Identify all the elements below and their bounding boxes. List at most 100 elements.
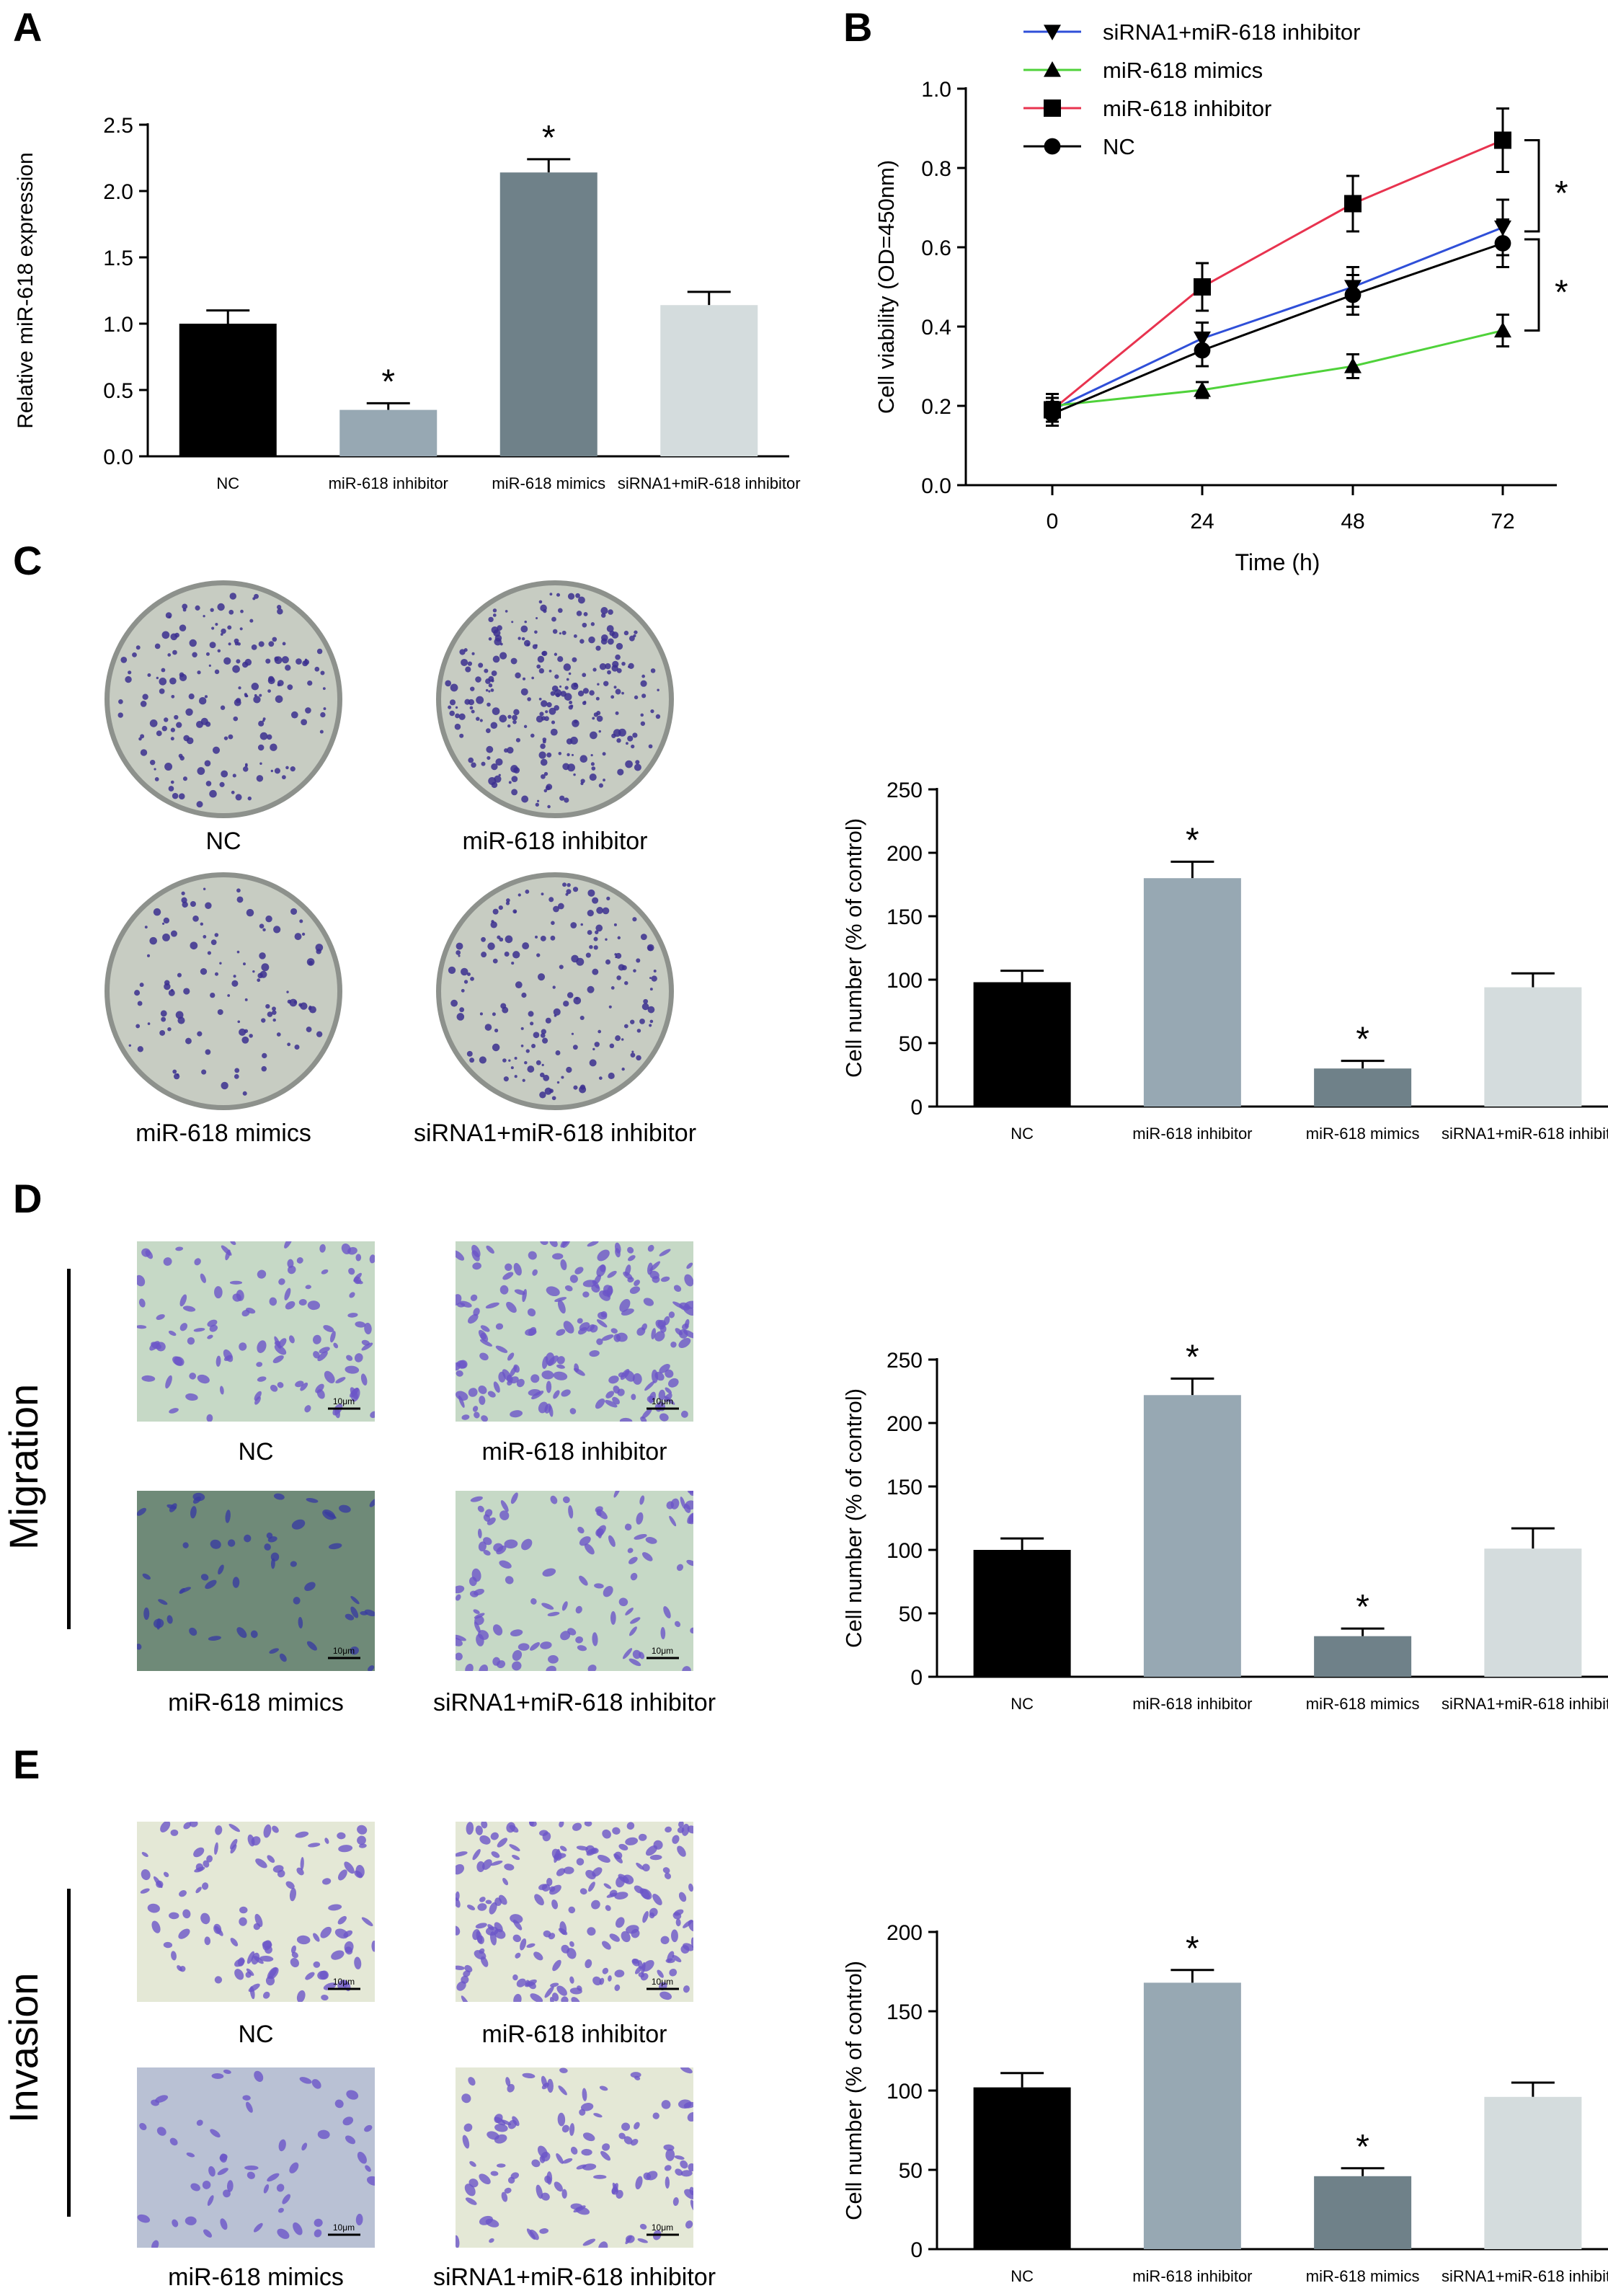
invasion-image-nc: 10μm	[137, 1822, 375, 2005]
colony-dot	[476, 696, 484, 704]
cell-body	[169, 1408, 179, 1414]
scale-bar-label: 10μm	[652, 1646, 673, 1656]
cell-body	[210, 2129, 221, 2138]
cell-body	[270, 1385, 278, 1392]
cell-body	[546, 1286, 560, 1297]
cell-body	[552, 1253, 564, 1260]
cell-body	[230, 1241, 236, 1246]
cell-body	[234, 1969, 244, 1980]
cell-body	[521, 1538, 533, 1551]
colony-dot	[296, 658, 302, 665]
cell-body	[313, 1933, 320, 1942]
cell-body	[163, 1871, 169, 1877]
cell-body	[574, 1267, 584, 1275]
cell-body	[321, 1995, 329, 2001]
y-tick-label: 1.0	[921, 78, 951, 102]
cell-body	[461, 2093, 471, 2104]
colony-dot	[211, 626, 215, 630]
colony-dot	[128, 670, 132, 675]
colony-dot	[167, 653, 172, 657]
colony-dot	[281, 656, 289, 664]
colony-dot	[595, 924, 603, 932]
colony-dot	[616, 975, 621, 980]
cell-body	[677, 1827, 685, 1833]
colony-dot	[502, 1006, 509, 1014]
cell-body	[605, 1400, 618, 1408]
y-tick-label: 100	[887, 969, 923, 993]
colony-dot	[162, 933, 170, 941]
colony-dot	[636, 1029, 641, 1033]
colony-dot	[236, 950, 240, 954]
series-line	[1052, 329, 1503, 407]
cell-body	[530, 1993, 543, 2003]
cell-body	[539, 2228, 549, 2234]
colony-dot	[600, 607, 608, 615]
bar	[1314, 1068, 1412, 1107]
cell-body	[494, 1897, 502, 1906]
cell-body	[556, 1985, 567, 1996]
cell-body	[609, 1933, 620, 1942]
cell-body	[627, 1277, 634, 1283]
cell-body	[324, 1838, 329, 1844]
cell-body	[586, 1848, 598, 1856]
colony-dot	[306, 958, 315, 966]
cell-body	[236, 1627, 247, 1639]
colony-dot	[615, 688, 621, 695]
cell-body	[645, 1537, 657, 1544]
migration-image-mimics: 10μm	[137, 1491, 375, 1675]
colony-dot	[236, 659, 241, 664]
cell-body	[665, 1387, 672, 1394]
y-axis-label: Cell number (% of control)	[841, 1388, 866, 1648]
colony-dot	[551, 685, 559, 692]
cell-body	[345, 1365, 360, 1374]
colony-dot	[575, 997, 579, 1000]
colony-dot	[197, 670, 201, 675]
colony-dot	[231, 980, 239, 987]
cell-body	[357, 1835, 366, 1845]
bar	[1484, 2096, 1582, 2249]
cell-body	[215, 1825, 223, 1835]
cell-body	[475, 1923, 487, 1929]
colony-dot	[596, 715, 603, 722]
colony-dot	[215, 622, 218, 626]
colony-dot	[172, 792, 179, 799]
colony-dot	[235, 794, 242, 801]
colony-dot	[589, 944, 593, 949]
cell-body	[549, 1886, 556, 1892]
colony-dot	[515, 737, 520, 743]
cell-body	[614, 1969, 625, 1977]
colony-dot	[229, 593, 237, 600]
cell-body	[528, 1326, 537, 1336]
migration-image-inhibitor: 10μm	[456, 1241, 693, 1425]
cell-body	[284, 1287, 291, 1300]
caption-c-nc: NC	[205, 828, 241, 855]
cell-body	[156, 2127, 166, 2136]
cell-body	[542, 1568, 556, 1577]
cell-body	[494, 1928, 506, 1939]
cell-body	[364, 1322, 372, 1335]
cell-body	[166, 1615, 173, 1624]
cell-body	[499, 1510, 510, 1520]
cell-body	[639, 1495, 645, 1505]
cell-body	[345, 1946, 353, 1955]
cell-body	[548, 1933, 556, 1940]
cell-body	[632, 1959, 639, 1964]
colony-dot	[449, 710, 455, 717]
cell-body	[203, 1860, 210, 1868]
colony-dot	[181, 897, 187, 903]
cell-body	[456, 1965, 465, 1970]
colony-dot	[488, 690, 491, 693]
cell-body	[582, 2132, 595, 2142]
x-tick-label: miR-618 mimics	[1306, 1125, 1420, 1143]
cell-body	[689, 2186, 693, 2196]
colony-dot	[200, 922, 204, 926]
cell-body	[237, 1957, 245, 1967]
colony-dot	[617, 936, 621, 940]
marker-triangle-up	[1194, 381, 1211, 397]
cell-body	[354, 1956, 362, 1969]
cell-body	[141, 1869, 151, 1881]
colony-dot	[569, 736, 578, 745]
cell-body	[669, 1515, 677, 1527]
cell-body	[649, 1907, 658, 1917]
